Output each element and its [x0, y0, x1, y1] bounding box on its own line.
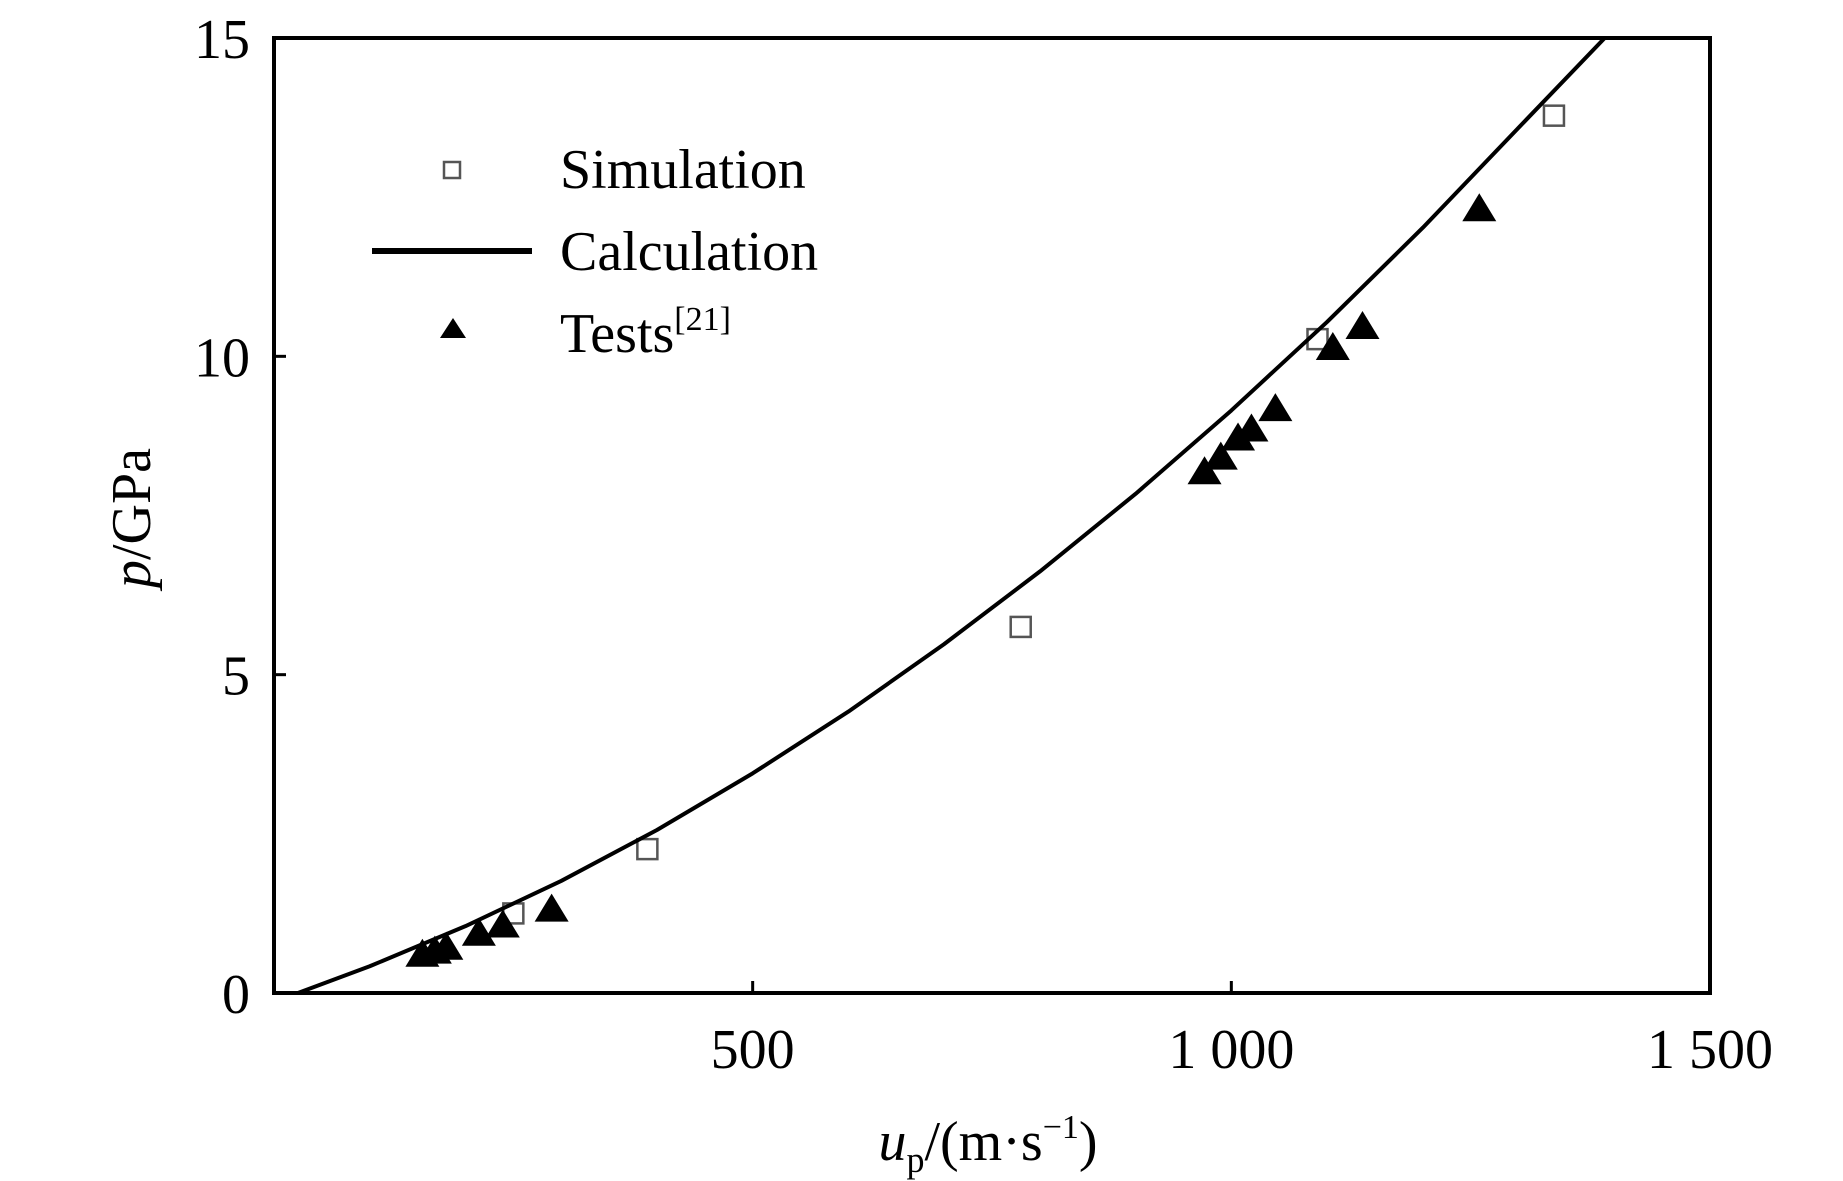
test-point — [1187, 456, 1222, 485]
test-point — [534, 893, 569, 922]
test-point — [1462, 193, 1497, 222]
simulation-point — [1542, 104, 1566, 127]
legend-calculation-label: Calculation — [560, 221, 818, 283]
legend-tests-marker — [440, 318, 466, 338]
plot-frame — [272, 36, 1712, 995]
test-point — [461, 917, 496, 946]
test-point — [429, 931, 464, 960]
calculation-curve — [297, 36, 1607, 995]
x-axis-label: up/(m·s−1) — [878, 1109, 1097, 1180]
legend: Simulation Calculation Tests[21] — [372, 139, 818, 365]
x-tick-label: 1 500 — [1647, 1019, 1773, 1081]
test-point — [1258, 393, 1293, 422]
test-point — [1234, 413, 1269, 442]
test-point — [1315, 332, 1350, 361]
legend-simulation-label: Simulation — [560, 139, 806, 201]
y-axis-label: p/GPa — [101, 448, 163, 592]
axis-ticks: 500 1 000 1 500 0 5 10 15 — [194, 9, 1773, 1081]
legend-tests-name: Tests — [560, 303, 674, 365]
y-tick-label: 10 — [194, 327, 250, 389]
simulation-point — [1009, 615, 1032, 639]
legend-tests-ref: [21] — [674, 301, 731, 338]
y-tick-label: 5 — [222, 646, 250, 708]
legend-simulation-marker — [442, 160, 462, 180]
test-point — [1345, 311, 1380, 340]
simulation-point — [636, 837, 659, 861]
x-tick-label: 1 000 — [1168, 1019, 1294, 1081]
test-point — [1203, 441, 1238, 470]
y-tick-label: 0 — [222, 964, 250, 1026]
legend-tests-label: Tests[21] — [560, 301, 731, 365]
plot-marks — [297, 36, 1607, 995]
x-tick-label: 500 — [711, 1019, 795, 1081]
y-tick-label: 15 — [194, 9, 250, 71]
test-point — [485, 909, 520, 938]
